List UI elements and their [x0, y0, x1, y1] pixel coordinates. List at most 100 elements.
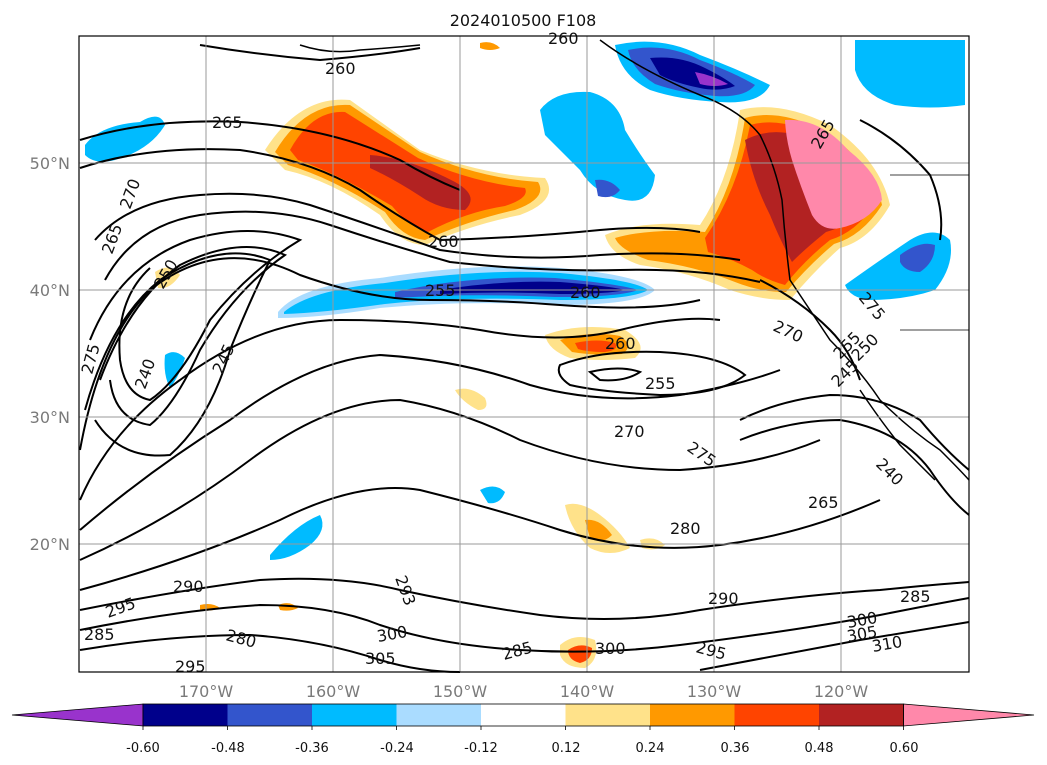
- contour-label: 290: [708, 589, 739, 608]
- colorbar-tick-label: -0.60: [126, 741, 160, 756]
- contour-label: 265: [808, 493, 839, 512]
- cold-blob-sub-1: [270, 515, 323, 560]
- cold-blob-sub-2: [480, 486, 505, 504]
- warm-blob-sub-3-core: [568, 645, 592, 663]
- coastal-warm-pink: [785, 119, 882, 229]
- contour-line: [79, 577, 970, 620]
- colorbar-tick-label: 0.12: [552, 741, 581, 756]
- colorbar-tick-label: -0.48: [211, 741, 245, 756]
- lat-label-50n: 50°N: [30, 154, 70, 173]
- contour-line: [79, 257, 701, 451]
- contour-line: [557, 350, 747, 397]
- coastlines: [299, 39, 970, 481]
- map-panel: 260 260 265 265 270 265 260 250 255 260 …: [78, 29, 970, 676]
- contour-line: [739, 418, 970, 516]
- cold-top-right: [855, 40, 965, 108]
- contour-label: 260: [570, 283, 601, 302]
- warm-blob-small-2: [480, 42, 500, 50]
- contour-line: [199, 44, 421, 62]
- contour-label: 305: [365, 649, 396, 668]
- colorbar-swatch: [650, 704, 735, 726]
- colorbar-frame: [142, 703, 904, 727]
- colorbar-swatch: [143, 704, 228, 726]
- colorbar-ticks: -0.60 -0.48 -0.36 -0.24 -0.12 0.12 0.24 …: [126, 741, 918, 756]
- contour-label: 295: [175, 657, 206, 676]
- cold-blob-west: [85, 116, 165, 162]
- colorbar-tick-label: -0.24: [380, 741, 414, 756]
- lon-label-120w: 120°W: [814, 682, 869, 701]
- contour-line: [79, 120, 461, 191]
- contour-label: 260: [325, 59, 356, 78]
- colorbar-tick-label: 0.24: [636, 741, 665, 756]
- contour-label: 290: [173, 577, 204, 596]
- contour-label: 265: [212, 113, 243, 132]
- contour-line: [89, 230, 303, 402]
- colorbar-swatch: [734, 704, 820, 726]
- warm-blob-sub-2-core: [585, 519, 612, 541]
- contour-label: 285: [84, 625, 115, 644]
- colorbar-swatch: [819, 704, 904, 726]
- contour-label: 270: [614, 422, 645, 441]
- warm-blob-sub-4: [455, 388, 487, 410]
- contour-label: 285: [900, 587, 931, 606]
- lat-label-30n: 30°N: [30, 408, 70, 427]
- coastline: [599, 39, 970, 481]
- colorbar-tick-label: 0.60: [890, 741, 919, 756]
- lat-label-40n: 40°N: [30, 281, 70, 300]
- lon-label-130w: 130°W: [687, 682, 742, 701]
- coastline: [859, 389, 936, 481]
- cold-blob-north-1: [540, 91, 655, 201]
- contour-line: [699, 621, 970, 671]
- contour-line: [79, 317, 721, 501]
- contour-label: 280: [670, 519, 701, 538]
- colorbar-tick-label: -0.36: [295, 741, 329, 756]
- contour-lines: [79, 44, 970, 673]
- cold-east-lower-blue: [900, 243, 935, 272]
- colorbar-swatch: [227, 704, 313, 726]
- contour-label: 260: [428, 232, 459, 251]
- colorbar-extend-left: [11, 703, 144, 727]
- warm-blob-sub-1-red: [575, 340, 617, 352]
- colorbar-swatch: [481, 704, 566, 726]
- contour-label: 255: [645, 374, 676, 393]
- colorbar-extend-right: [903, 703, 1035, 727]
- lat-labels: 50°N 40°N 30°N 20°N: [30, 154, 70, 554]
- contour-line: [104, 210, 761, 283]
- gridlines: [79, 36, 969, 672]
- colorbar-swatch: [312, 704, 397, 726]
- lon-label-150w: 150°W: [433, 682, 488, 701]
- contour-line: [759, 279, 861, 381]
- contour-line: [79, 487, 881, 591]
- colorbar-tick-label: 0.36: [721, 741, 750, 756]
- contour-line: [79, 398, 821, 561]
- contour-line: [739, 393, 970, 471]
- contour-line: [79, 597, 970, 653]
- colorbar-tick-label: -0.12: [464, 741, 498, 756]
- warm-plume-north-core: [370, 155, 471, 210]
- lon-label-160w: 160°W: [306, 682, 361, 701]
- colorbar-swatch: [396, 704, 482, 726]
- contour-label: 300: [595, 639, 626, 658]
- cold-band-navy: [440, 281, 625, 294]
- cold-blob-west-2: [164, 352, 185, 388]
- colorbar: -0.60 -0.48 -0.36 -0.24 -0.12 0.12 0.24 …: [11, 703, 1035, 756]
- lat-label-20n: 20°N: [30, 535, 70, 554]
- contour-line: [94, 192, 741, 261]
- contour-line: [587, 367, 643, 382]
- colorbar-swatches: [11, 703, 1035, 730]
- contour-line: [84, 252, 272, 457]
- contour-label: 255: [425, 281, 456, 300]
- lon-label-140w: 140°W: [560, 682, 615, 701]
- lon-labels: 170°W 160°W 150°W 140°W 130°W 120°W: [179, 682, 869, 701]
- coastline: [299, 44, 421, 53]
- map-title: 2024010500 F108: [450, 11, 597, 30]
- map-frame: [78, 35, 970, 673]
- contour-label: 260: [605, 334, 636, 353]
- lon-label-170w: 170°W: [179, 682, 234, 701]
- cold-blob-north-1-blue: [595, 179, 620, 198]
- contour-label: 260: [548, 29, 579, 48]
- alaska-cold-purple: [695, 72, 728, 86]
- colorbar-tick-label: 0.48: [805, 741, 834, 756]
- contour-line: [79, 633, 461, 673]
